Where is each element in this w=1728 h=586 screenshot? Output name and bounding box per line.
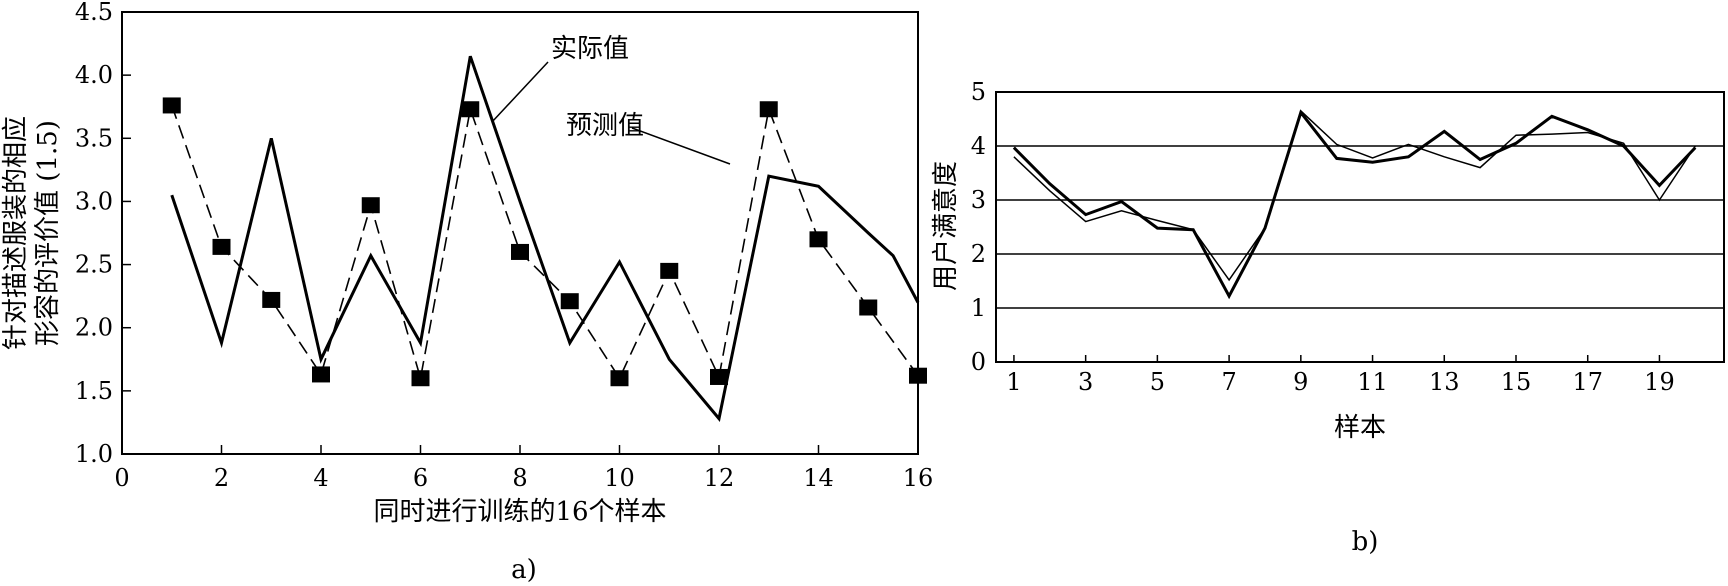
y-tick-label-b: 4 xyxy=(971,132,986,160)
y-tick-label-a: 4.0 xyxy=(75,61,113,89)
marker-predicted xyxy=(461,101,480,118)
plot-area-b xyxy=(995,91,1725,363)
x-tick-label-b: 5 xyxy=(1150,368,1165,396)
series-group-b xyxy=(1012,109,1697,300)
marker-predicted xyxy=(212,238,231,255)
marker-predicted xyxy=(610,370,629,387)
x-tick-label-a: 14 xyxy=(803,464,834,492)
series-line-b-thin xyxy=(1013,109,1696,282)
y-axis-title-b: 用户满意度 xyxy=(931,161,961,291)
x-tick-label-a: 16 xyxy=(903,464,934,492)
marker-predicted xyxy=(312,366,330,383)
marker-predicted xyxy=(710,368,728,385)
y-tick-label-a: 3.5 xyxy=(75,124,113,152)
marker-predicted xyxy=(859,299,878,316)
x-tick-label-a: 2 xyxy=(214,464,229,492)
annotations-a: 实际值 预测值 xyxy=(491,34,731,165)
y-tick-label-a: 1.5 xyxy=(75,377,113,405)
x-tick-label-b: 15 xyxy=(1501,368,1532,396)
y-tick-label-a: 4.5 xyxy=(75,0,113,26)
x-tick-label-b: 3 xyxy=(1078,368,1093,396)
x-tick-label-a: 8 xyxy=(512,464,527,492)
x-tick-label-b: 17 xyxy=(1572,368,1603,396)
x-tick-label-b: 19 xyxy=(1644,368,1675,396)
marker-predicted xyxy=(909,367,927,384)
x-tick-label-a: 4 xyxy=(313,464,328,492)
marker-predicted xyxy=(162,97,181,114)
series-line-b-thick xyxy=(1012,109,1697,300)
y-tick-label-a: 2.5 xyxy=(75,251,113,279)
x-tick-label-a: 12 xyxy=(704,464,735,492)
x-tick-label-b: 1 xyxy=(1006,368,1021,396)
y-tick-label-a: 3.0 xyxy=(75,187,113,215)
panel-label-b: b) xyxy=(1352,527,1379,557)
series-group-a xyxy=(170,55,920,422)
annotation-predicted: 预测值 xyxy=(566,111,644,141)
y-tick-label-b: 3 xyxy=(971,186,986,214)
x-tick-label-a: 6 xyxy=(413,464,428,492)
axis-ticks-a: 0 2 4 6 8 10 12 14 16 1.0 1.5 2.0 2.5 3.0 3.5 4.0 4.5 xyxy=(75,0,933,492)
x-tick-label-b: 7 xyxy=(1221,368,1236,396)
x-tick-label-b: 13 xyxy=(1429,368,1460,396)
y-axis-title-a-line1: 针对描述服装的相应 xyxy=(1,116,31,350)
marker-predicted xyxy=(511,243,529,260)
x-tick-label-a: 0 xyxy=(114,464,129,492)
marker-predicted xyxy=(411,370,430,387)
x-tick-label-a: 10 xyxy=(604,464,635,492)
marker-predicted xyxy=(660,262,679,279)
y-tick-label-a: 2.0 xyxy=(75,314,113,342)
y-tick-label-b: 1 xyxy=(971,294,986,322)
annotation-actual: 实际值 xyxy=(551,34,629,64)
x-axis-title-b: 样本 xyxy=(1334,413,1386,443)
y-tick-label-b: 2 xyxy=(971,240,986,268)
y-axis-title-a-line2: 形容的评价值 (1.5) xyxy=(33,120,63,346)
x-axis-title-a: 同时进行训练的16个样本 xyxy=(373,497,666,527)
marker-predicted xyxy=(361,197,380,214)
chart-panel-a: 0 2 4 6 8 10 12 14 16 1.0 1.5 2.0 2.5 3.0 3.5 4.0 4.5 实际… xyxy=(1,0,933,585)
marker-predicted xyxy=(560,293,579,310)
callout-line-actual xyxy=(491,61,549,123)
marker-predicted xyxy=(759,101,778,118)
marker-predicted xyxy=(262,291,281,308)
y-tick-label-a: 1.0 xyxy=(75,440,113,468)
plot-area-a xyxy=(121,11,919,455)
grid-lines-b xyxy=(996,145,1724,309)
y-tick-label-b: 5 xyxy=(971,78,986,106)
x-tick-label-b: 11 xyxy=(1357,368,1388,396)
markers-group-a xyxy=(162,97,927,387)
marker-predicted xyxy=(809,231,828,248)
y-tick-label-b: 0 xyxy=(971,348,986,376)
series-line-predicted xyxy=(171,105,919,380)
x-tick-label-b: 9 xyxy=(1293,368,1308,396)
panel-label-a: a) xyxy=(511,555,537,585)
callout-line-predicted xyxy=(631,127,731,165)
series-line-actual xyxy=(170,55,920,422)
